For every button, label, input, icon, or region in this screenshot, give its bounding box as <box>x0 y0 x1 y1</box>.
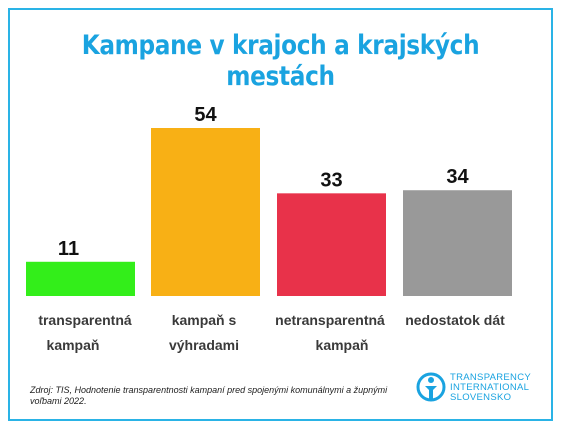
ti-logo: TRANSPARENCY INTERNATIONAL SLOVENSKO <box>416 371 546 405</box>
value-label-3: 33 <box>320 169 342 191</box>
category-label-2-line-1: kampaň s <box>172 312 237 328</box>
bar-1 <box>26 261 135 296</box>
bar-4 <box>403 190 512 296</box>
logo-text: TRANSPARENCY INTERNATIONAL SLOVENSKO <box>450 373 531 403</box>
logo-line-3: SLOVENSKO <box>450 392 512 403</box>
category-labels-group: transparentná kampaň kampaň s výhradami netr… <box>38 312 505 353</box>
category-label-3-line-1: netransparentná <box>275 312 385 328</box>
bar-2 <box>151 128 260 296</box>
bar-3 <box>277 193 386 296</box>
category-label-4-line-1: nedostatok dát <box>405 312 505 328</box>
transparency-international-logo-icon <box>416 372 446 402</box>
bars-group <box>26 128 512 296</box>
category-label-1-line-1: transparentná <box>38 312 132 328</box>
category-label-1-line-2: kampaň <box>47 337 100 353</box>
source-note: Zdroj: TIS, Hodnotenie transparentnosti … <box>30 385 388 406</box>
logo-line-2: INTERNATIONAL <box>450 382 530 393</box>
value-label-1: 11 <box>58 238 79 260</box>
category-label-3-line-2: kampaň <box>316 337 369 353</box>
chart-title: Kampane v krajoch a krajských mestách <box>81 30 480 92</box>
logo-line-1: TRANSPARENCY <box>450 372 532 383</box>
value-label-2: 54 <box>194 104 217 126</box>
value-labels-group: 11 54 33 34 <box>58 104 470 260</box>
value-label-4: 34 <box>446 166 469 188</box>
category-label-2-line-2: výhradami <box>169 337 239 353</box>
